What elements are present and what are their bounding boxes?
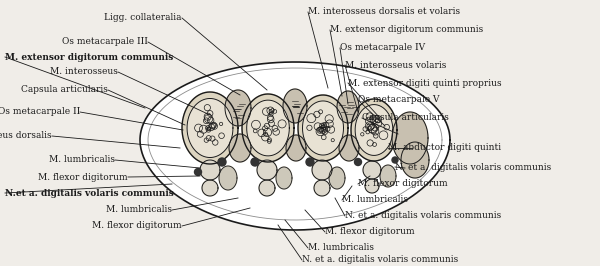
Polygon shape: [229, 134, 251, 162]
Text: N. et a. digitalis volaris communis: N. et a. digitalis volaris communis: [345, 211, 501, 221]
Polygon shape: [302, 101, 343, 155]
Text: M. interosseus dorsalis et volaris: M. interosseus dorsalis et volaris: [308, 7, 460, 16]
Polygon shape: [298, 95, 348, 161]
Circle shape: [306, 158, 314, 166]
Text: Os metacarpale IV: Os metacarpale IV: [340, 44, 425, 52]
Polygon shape: [225, 90, 251, 126]
Polygon shape: [182, 92, 238, 164]
Circle shape: [218, 158, 226, 166]
Polygon shape: [247, 100, 289, 156]
Polygon shape: [401, 142, 429, 178]
Text: M. interosseus volaris: M. interosseus volaris: [345, 60, 446, 69]
Text: Ligg. collateralia: Ligg. collateralia: [104, 14, 182, 23]
Circle shape: [251, 158, 259, 166]
Text: M. lumbricalis: M. lumbricalis: [342, 196, 408, 205]
Polygon shape: [312, 160, 332, 180]
Polygon shape: [283, 89, 307, 123]
Polygon shape: [140, 62, 450, 230]
Text: N. et a. digitalis volaris communis: N. et a. digitalis volaris communis: [395, 163, 551, 172]
Polygon shape: [339, 135, 359, 161]
Text: M. abductor digiti quinti: M. abductor digiti quinti: [388, 143, 501, 152]
Text: M. lumbricalis: M. lumbricalis: [49, 156, 115, 164]
Circle shape: [392, 157, 398, 163]
Text: M. flexor digitorum: M. flexor digitorum: [38, 172, 128, 181]
Text: Os metacarpale II: Os metacarpale II: [0, 107, 80, 117]
Polygon shape: [380, 165, 396, 187]
Text: M. flexor digitorum: M. flexor digitorum: [92, 222, 182, 231]
Text: Os metacarpale III: Os metacarpale III: [62, 38, 148, 47]
Text: Os metacarpale V: Os metacarpale V: [358, 95, 439, 105]
Text: Capsula articularis: Capsula articularis: [21, 85, 108, 94]
Polygon shape: [392, 112, 428, 164]
Polygon shape: [219, 166, 237, 190]
Text: M. extensor digiti quinti proprius: M. extensor digiti quinti proprius: [348, 78, 502, 88]
Polygon shape: [351, 99, 397, 161]
Polygon shape: [276, 167, 292, 189]
Polygon shape: [355, 105, 393, 155]
Polygon shape: [314, 180, 330, 196]
Polygon shape: [365, 179, 379, 193]
Text: M. flexor digitorum: M. flexor digitorum: [325, 227, 415, 236]
Text: M. extensor digitorum communis: M. extensor digitorum communis: [5, 52, 173, 61]
Circle shape: [355, 159, 361, 165]
Text: N. et a. digitalis volaris communis: N. et a. digitalis volaris communis: [302, 256, 458, 264]
Text: M. lumbricalis: M. lumbricalis: [106, 206, 172, 214]
Circle shape: [194, 168, 202, 176]
Polygon shape: [286, 135, 306, 161]
Text: M. flexor digitorum: M. flexor digitorum: [358, 180, 448, 189]
Polygon shape: [242, 94, 294, 162]
Text: M. interosseus: M. interosseus: [50, 68, 118, 77]
Polygon shape: [259, 180, 275, 196]
Polygon shape: [363, 161, 381, 179]
Polygon shape: [200, 160, 220, 180]
Text: N.et a. digitalis volaris communis: N.et a. digitalis volaris communis: [5, 189, 174, 197]
Text: M. lumbricalis: M. lumbricalis: [308, 243, 374, 252]
Text: M. extensor digitorum communis: M. extensor digitorum communis: [330, 26, 483, 35]
Polygon shape: [257, 160, 277, 180]
Text: M. interosseus dorsalis: M. interosseus dorsalis: [0, 131, 52, 140]
Text: Capsula articularis: Capsula articularis: [362, 114, 449, 123]
Polygon shape: [202, 180, 218, 196]
Polygon shape: [337, 91, 359, 123]
Polygon shape: [187, 98, 233, 157]
Polygon shape: [329, 167, 345, 189]
